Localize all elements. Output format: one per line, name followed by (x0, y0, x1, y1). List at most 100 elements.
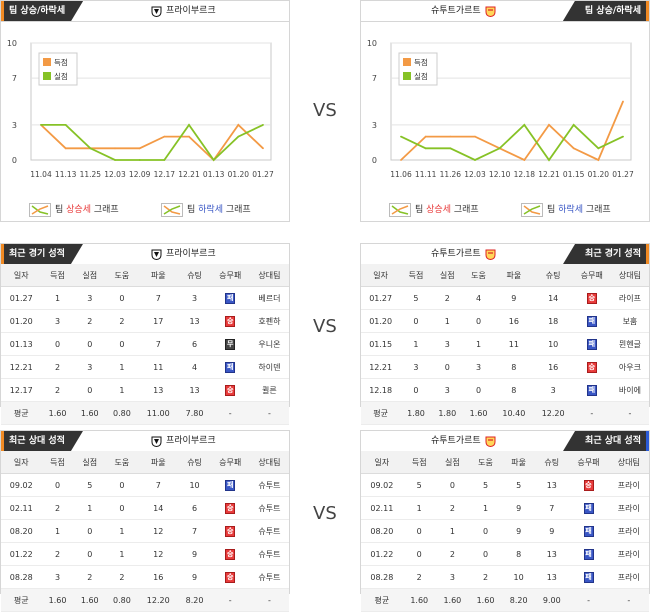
result-badge-cell: 패 (210, 473, 250, 497)
table-cell: 2 (402, 565, 436, 589)
panel-header: 슈투트가르트 최근 상대 성적 (361, 431, 649, 452)
data-point (138, 159, 141, 161)
table-cell: 14 (138, 496, 179, 520)
average-cell: 12.20 (138, 588, 179, 612)
team-name-away: 슈투트가르트 (431, 431, 500, 451)
result-badge-cell: 승 (210, 519, 250, 543)
result-badge: 무 (225, 338, 236, 350)
result-badge: 승 (586, 361, 597, 373)
x-tick-label: 12.09 (129, 170, 151, 179)
average-cell: 0.80 (105, 588, 139, 612)
stuttgart-crest-icon (485, 5, 496, 18)
legend-down-away: 팀 하락세 그래프 (521, 202, 611, 217)
table-cell: 09.02 (361, 473, 403, 497)
table-cell: 호펜하 (249, 309, 289, 333)
table-row: 02.11 2 1 0 14 6 승 슈투트 (1, 496, 289, 520)
data-point (622, 135, 624, 138)
table-cell: 2 (105, 309, 139, 333)
table-cell: 4 (462, 286, 495, 310)
table-row: 01.13 0 0 0 7 6 무 우니온 (1, 332, 289, 356)
table-cell: 11 (138, 355, 179, 379)
data-point (40, 124, 42, 126)
table-cell: 9 (178, 542, 211, 566)
table-cell: 1 (468, 496, 503, 520)
table-cell: 01.15 (361, 332, 401, 356)
h2h-table-away: 일자 득점 실점 도움 파울 슈팅 승무패 상대팀 09.02 5 0 5 5 13 승 프라이 02.11 1 2… (361, 451, 649, 612)
average-cell: 1.60 (41, 588, 74, 612)
data-point (138, 147, 141, 150)
table-cell: 프라이 (608, 519, 649, 543)
result-badge-cell: 패 (210, 286, 250, 310)
column-header: 도움 (462, 264, 495, 287)
table-cell: 08.28 (1, 565, 42, 589)
result-badge: 승 (225, 571, 236, 583)
table-row: 09.02 5 0 5 5 13 승 프라이 (361, 473, 649, 497)
data-point (597, 147, 600, 150)
data-point (262, 124, 264, 126)
tab-recent-away: 최근 경기 성적 (563, 244, 649, 264)
panel-header: 슈투트가르트 팀 상승/하락세 (361, 1, 649, 22)
data-point (400, 159, 402, 161)
y-tick-label: 10 (7, 39, 17, 48)
y-tick-label: 7 (372, 74, 377, 83)
data-point (523, 159, 526, 161)
legend-label-score: 득점 (54, 57, 68, 67)
x-tick-label: 12.21 (538, 170, 560, 179)
table-cell: 0 (41, 473, 74, 497)
result-badge: 패 (586, 338, 597, 350)
table-cell: 1 (105, 355, 139, 379)
trend-chart-away: 0 3 7 10 11.06 11.11 11.26 12.03 12.10 12.18 12.21… (367, 39, 634, 179)
column-header: 일자 (1, 451, 42, 474)
table-cell: 아우크 (610, 355, 649, 379)
table-cell: 프라이 (608, 565, 649, 589)
y-tick-label: 3 (12, 121, 17, 130)
table-cell: 뮌헨글 (610, 332, 649, 356)
table-cell: 1 (105, 519, 139, 543)
result-badge-cell: 승 (210, 309, 250, 333)
table-cell: 13 (138, 378, 179, 402)
table-cell: 12.21 (361, 355, 401, 379)
result-badge: 승 (225, 548, 236, 560)
table-cell: 보훔 (610, 309, 649, 333)
table-row: 01.20 0 1 0 16 18 패 보훔 (361, 309, 649, 333)
result-badge-cell: 패 (572, 309, 611, 333)
table-cell: 17 (138, 309, 179, 333)
x-tick-label: 01.20 (588, 170, 610, 179)
column-header: 실점 (73, 264, 106, 287)
table-cell: 0 (400, 378, 432, 402)
average-row: 평균 1.60 1.60 1.60 8.20 9.00- - (361, 588, 649, 612)
table-cell: 2 (105, 565, 139, 589)
data-point (449, 135, 452, 138)
result-badge: 승 (586, 292, 597, 304)
panel-header: 최근 상대 성적 프라이부르크 (1, 431, 289, 452)
column-header: 파울 (138, 264, 179, 287)
result-badge: 패 (583, 502, 594, 514)
table-row: 09.02 0 5 0 7 10 패 슈투트 (1, 473, 289, 497)
table-cell: 라이프 (610, 286, 649, 310)
x-tick-label: 12.18 (514, 170, 536, 179)
up-trend-icon (389, 202, 411, 217)
table-cell: 0 (105, 332, 139, 356)
column-header: 득점 (41, 264, 74, 287)
result-badge-cell: 승 (572, 286, 611, 310)
table-cell: 8 (502, 542, 536, 566)
table-cell: 11 (494, 332, 534, 356)
x-tick-label: 12.17 (154, 170, 176, 179)
table-cell: 1 (462, 332, 495, 356)
table-cell: 9 (502, 519, 536, 543)
average-row: 평균 1.60 1.60 0.80 12.20 8.20- - (1, 588, 289, 612)
table-cell: 1 (105, 378, 139, 402)
average-cell: - (249, 401, 289, 425)
column-header: 슈팅 (535, 451, 569, 474)
average-cell: - (210, 588, 250, 612)
x-tick-label: 11.13 (55, 170, 77, 179)
data-point (212, 159, 215, 161)
table-cell: 퀼른 (249, 378, 289, 402)
table-row: 01.22 2 0 1 12 9 승 슈투트 (1, 542, 289, 566)
x-tick-label: 01.15 (563, 170, 585, 179)
stuttgart-crest-icon (485, 248, 496, 261)
average-cell: - (572, 401, 611, 425)
y-tick-label: 0 (12, 156, 17, 165)
table-row: 12.18 0 3 0 8 3 패 바이에 (361, 378, 649, 402)
